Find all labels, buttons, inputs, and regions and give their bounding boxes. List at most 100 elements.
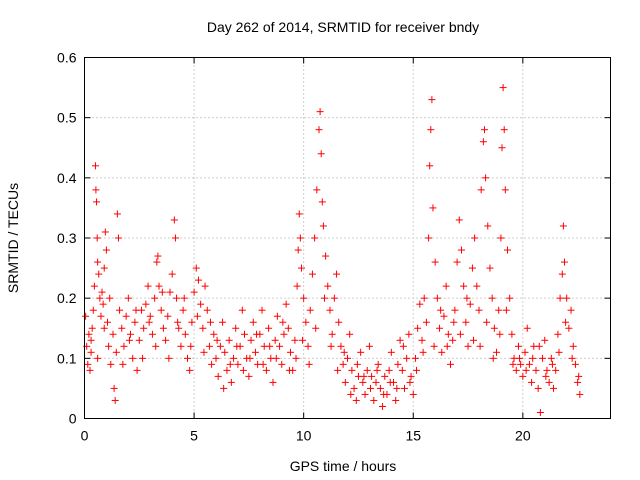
- data-point: [340, 348, 348, 356]
- data-point: [89, 306, 97, 314]
- data-point: [184, 354, 192, 362]
- data-point: [438, 348, 446, 356]
- data-point: [341, 378, 349, 386]
- data-point: [259, 360, 267, 368]
- x-axis-label: GPS time / hours: [290, 458, 397, 474]
- data-point: [534, 384, 542, 392]
- data-point: [373, 366, 381, 374]
- data-point: [457, 246, 465, 254]
- data-point: [426, 162, 434, 170]
- data-point: [430, 342, 438, 350]
- data-point: [536, 408, 544, 416]
- data-point: [396, 336, 404, 344]
- data-point: [127, 330, 135, 338]
- data-point: [483, 318, 491, 326]
- data-point: [484, 222, 492, 230]
- data-point: [335, 318, 343, 326]
- data-point: [385, 366, 393, 374]
- data-point: [431, 258, 439, 266]
- data-point: [95, 270, 103, 278]
- data-point: [488, 294, 496, 302]
- data-point: [368, 372, 376, 380]
- y-tick-label: 0.5: [57, 110, 77, 126]
- data-point: [221, 348, 229, 356]
- data-point: [514, 342, 522, 350]
- data-point: [379, 402, 387, 410]
- data-point: [88, 324, 96, 332]
- data-point: [399, 342, 407, 350]
- data-point: [205, 342, 213, 350]
- data-point: [124, 294, 132, 302]
- data-point: [442, 282, 450, 290]
- data-point: [287, 348, 295, 356]
- data-point: [278, 360, 286, 368]
- data-point: [233, 342, 241, 350]
- data-point: [503, 246, 511, 254]
- data-point: [567, 306, 575, 314]
- data-point: [139, 354, 147, 362]
- data-point: [316, 108, 324, 116]
- data-point: [110, 384, 118, 392]
- data-point: [114, 234, 122, 242]
- data-point: [333, 270, 341, 278]
- data-point: [308, 270, 316, 278]
- data-point: [422, 318, 430, 326]
- data-point: [152, 342, 160, 350]
- data-point: [427, 126, 435, 134]
- data-point: [192, 264, 200, 272]
- data-point: [449, 336, 457, 344]
- data-point: [299, 336, 307, 344]
- data-point: [168, 270, 176, 278]
- data-point: [462, 318, 470, 326]
- data-point: [337, 342, 345, 350]
- data-point: [265, 324, 273, 332]
- data-point: [181, 330, 189, 338]
- data-point: [142, 300, 150, 308]
- data-point: [82, 312, 90, 320]
- data-point: [125, 336, 133, 344]
- data-point: [529, 354, 537, 362]
- data-point: [171, 234, 179, 242]
- data-point: [405, 330, 413, 338]
- data-point: [253, 330, 261, 338]
- data-point: [112, 348, 120, 356]
- data-point: [271, 336, 279, 344]
- data-point: [437, 306, 445, 314]
- data-point: [440, 312, 448, 320]
- data-point: [490, 324, 498, 332]
- data-point: [266, 342, 274, 350]
- data-point: [94, 354, 102, 362]
- data-point: [367, 384, 375, 392]
- data-point: [496, 330, 504, 338]
- data-point: [475, 306, 483, 314]
- data-point: [188, 318, 196, 326]
- data-point: [425, 234, 433, 242]
- data-point: [296, 234, 304, 242]
- data-point: [376, 384, 384, 392]
- data-point: [509, 360, 517, 368]
- data-point: [470, 336, 478, 344]
- data-point: [528, 378, 536, 386]
- data-point: [97, 312, 105, 320]
- data-point: [361, 390, 369, 398]
- data-point: [562, 318, 570, 326]
- x-tick-label: 0: [81, 428, 89, 444]
- data-point: [498, 144, 506, 152]
- data-point: [86, 366, 94, 374]
- data-point: [327, 342, 335, 350]
- data-point: [532, 366, 540, 374]
- data-point: [447, 360, 455, 368]
- data-point: [322, 252, 330, 260]
- data-point: [247, 336, 255, 344]
- data-point: [223, 366, 231, 374]
- data-point: [386, 378, 394, 386]
- data-point: [203, 306, 211, 314]
- chart-title: Day 262 of 2014, SRMTID for receiver bnd…: [207, 19, 479, 35]
- data-point: [297, 264, 305, 272]
- data-point: [144, 282, 152, 290]
- data-point: [106, 294, 114, 302]
- data-point: [200, 348, 208, 356]
- y-tick-label: 0.2: [57, 290, 77, 306]
- data-point: [311, 234, 319, 242]
- data-point: [477, 186, 485, 194]
